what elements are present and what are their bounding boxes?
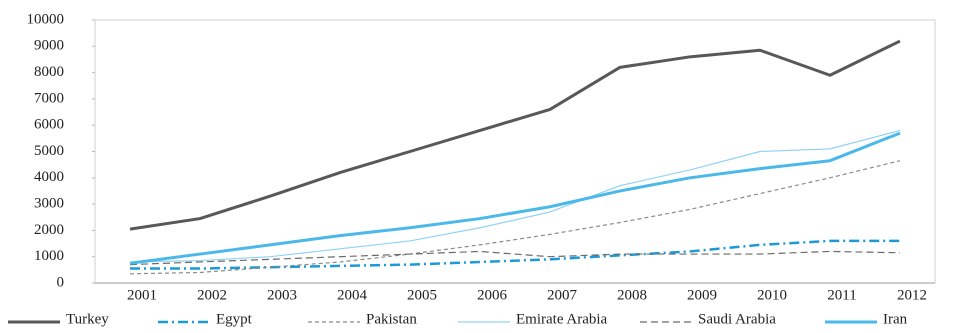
- legend-label: Iran: [883, 311, 908, 327]
- y-tick-label: 0: [57, 274, 65, 290]
- x-tick-label: 2003: [267, 287, 297, 303]
- series-line: [129, 131, 901, 265]
- series-line: [129, 250, 901, 266]
- plot-frame: [94, 19, 936, 284]
- x-tick-label: 2006: [477, 287, 508, 303]
- x-tick-label: 2004: [337, 287, 368, 303]
- y-tick-label: 4000: [34, 169, 64, 185]
- x-tick-label: 2002: [197, 287, 227, 303]
- x-tick-label: 2009: [687, 287, 717, 303]
- x-tick-label: 2011: [827, 287, 856, 303]
- legend-label: Egypt: [216, 311, 253, 327]
- x-tick-label: 2001: [127, 287, 157, 303]
- series-line: [129, 39, 901, 231]
- y-tick-label: 1000: [34, 248, 64, 264]
- y-tick-label: 7000: [34, 90, 64, 106]
- legend-label: Emirate Arabia: [516, 311, 608, 327]
- legend-label: Saudi Arabia: [698, 311, 776, 327]
- y-tick-label: 9000: [34, 38, 64, 54]
- series-line: [130, 239, 900, 270]
- y-tick-label: 6000: [34, 117, 64, 133]
- legend-label: Turkey: [66, 311, 109, 327]
- series-line: [129, 129, 901, 263]
- x-tick-label: 2008: [617, 287, 647, 303]
- y-tick-label: 10000: [27, 11, 65, 27]
- legend-label: Pakistan: [366, 311, 417, 327]
- y-tick-label: 8000: [34, 64, 64, 80]
- series-line: [129, 160, 901, 275]
- x-tick-label: 2010: [757, 287, 787, 303]
- y-tick-label: 3000: [34, 196, 64, 212]
- y-tick-label: 2000: [34, 222, 64, 238]
- x-tick-label: 2012: [897, 287, 927, 303]
- x-tick-label: 2005: [407, 287, 437, 303]
- y-tick-label: 5000: [34, 143, 64, 159]
- x-tick-label: 2007: [547, 287, 578, 303]
